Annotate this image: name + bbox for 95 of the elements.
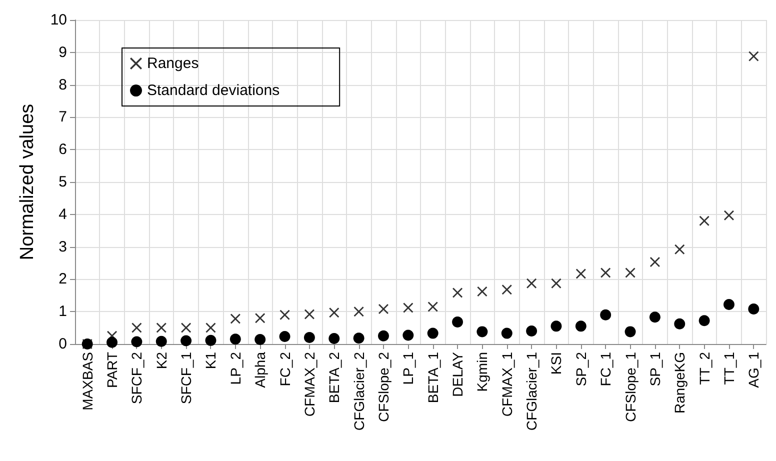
point <box>255 313 266 324</box>
x-tick-label: AG_1 <box>746 352 762 388</box>
x-tick-label: CFMAX_1 <box>498 352 515 417</box>
point <box>723 298 734 310</box>
x-tick-label: K2 <box>153 352 170 370</box>
point <box>551 278 562 288</box>
x-tick-label: BETA_2 <box>326 352 342 404</box>
x-tick-label: CFGlacier_2 <box>350 352 367 431</box>
x-tick-label: TT_2 <box>696 352 712 385</box>
y-tick-label: 10 <box>50 12 67 28</box>
x-tick-label: FC_2 <box>276 352 293 386</box>
y-tick-label: 3 <box>58 238 67 256</box>
point <box>526 326 538 337</box>
point <box>280 310 290 320</box>
point <box>354 306 364 317</box>
point <box>403 302 414 313</box>
x-tick-label: SFCF_2 <box>128 352 145 404</box>
x-tick-label: MAXBAS <box>79 352 96 410</box>
point <box>353 332 364 344</box>
point <box>748 304 760 315</box>
point <box>181 322 192 333</box>
x-tick-label: KSI <box>548 352 564 375</box>
point <box>402 330 414 341</box>
x-tick-label: CFMAX_2 <box>301 352 318 417</box>
x-tick-label: FC_1 <box>598 352 614 386</box>
point <box>378 304 388 314</box>
point <box>674 244 685 254</box>
x-tick-label: BETA_1 <box>424 352 441 404</box>
point <box>254 334 266 345</box>
point <box>624 326 636 338</box>
point <box>477 286 488 297</box>
x-tick-label: LP_1 <box>400 352 416 385</box>
y-tick-label: 2 <box>58 270 67 288</box>
x-tick-label: Kgmin <box>474 352 490 392</box>
x-tick-label: SFCF_1 <box>178 352 194 404</box>
point <box>649 312 660 323</box>
x-tick-label: SP_2 <box>572 352 589 386</box>
y-tick-label: 9 <box>58 44 67 61</box>
x-tick-label: TT_1 <box>720 352 737 385</box>
point <box>230 314 240 324</box>
point <box>304 309 314 320</box>
point <box>501 328 512 339</box>
point <box>156 336 167 347</box>
point <box>132 322 142 333</box>
point <box>575 320 586 332</box>
point <box>600 309 612 320</box>
y-tick-label: 0 <box>58 336 67 352</box>
point <box>106 336 118 348</box>
x-tick-label: SP_1 <box>646 352 663 386</box>
x-tick-label: K1 <box>202 352 219 370</box>
point <box>378 330 389 342</box>
point <box>452 316 464 328</box>
y-tick-label: 4 <box>58 206 67 223</box>
point <box>748 51 759 62</box>
x-tick-label: DELAY <box>450 351 466 397</box>
point <box>502 284 512 295</box>
point <box>427 328 438 339</box>
point <box>131 336 142 348</box>
x-tick-label: PART <box>104 352 120 388</box>
point <box>428 302 438 312</box>
x-tick-label: CFSlope_2 <box>375 352 392 422</box>
point <box>650 257 660 268</box>
point <box>452 288 463 298</box>
legend-label: Standard deviations <box>147 82 280 99</box>
y-tick-label: 5 <box>58 174 67 190</box>
point <box>205 334 216 346</box>
y-tick-label: 1 <box>58 303 67 320</box>
point <box>230 334 241 345</box>
point <box>576 268 586 279</box>
point <box>699 216 710 226</box>
x-tick-label: CFGlacier_1 <box>524 352 540 431</box>
y-tick-label: 8 <box>58 76 67 94</box>
point <box>724 210 734 220</box>
y-tick-label: 6 <box>58 141 67 158</box>
point <box>698 315 710 326</box>
point <box>600 268 611 278</box>
point <box>304 332 315 344</box>
point <box>180 335 192 346</box>
point <box>674 318 686 330</box>
y-axis-title: Normalized values <box>17 104 38 260</box>
point <box>526 278 537 288</box>
point <box>550 320 562 332</box>
point <box>476 326 488 338</box>
point <box>156 322 166 333</box>
y-tick-label: 7 <box>58 108 67 126</box>
point <box>329 308 340 318</box>
point <box>625 268 636 278</box>
legend-label: Ranges <box>147 55 199 72</box>
point <box>328 332 340 344</box>
x-tick-label: RangeKG <box>672 352 688 414</box>
x-tick-label: LP_2 <box>227 352 244 385</box>
point <box>279 331 290 342</box>
point <box>206 322 216 333</box>
x-tick-label: CFSlope_1 <box>622 352 638 422</box>
x-tick-label: Alpha <box>252 352 268 388</box>
